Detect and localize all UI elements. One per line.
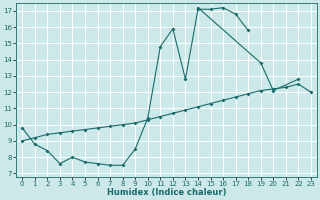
X-axis label: Humidex (Indice chaleur): Humidex (Indice chaleur) xyxy=(107,188,226,197)
